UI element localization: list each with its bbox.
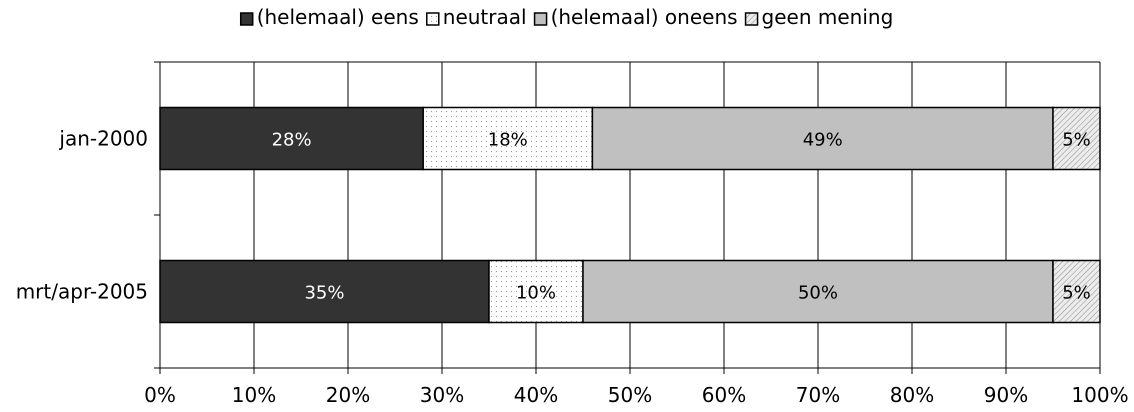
category-label: jan-2000 — [58, 127, 148, 151]
category-label: mrt/apr-2005 — [16, 280, 148, 304]
bar-segment — [591, 106, 1054, 171]
legend-label: (helemaal) oneens — [551, 5, 738, 29]
x-tick-label: 100% — [1071, 383, 1128, 407]
bar-value-label: 35% — [304, 283, 344, 304]
legend-label: (helemaal) eens — [257, 5, 419, 29]
axes: jan-2000 mrt/apr-2005 0% 10% 20% 30% 40% 50% 60%… — [16, 61, 1129, 407]
bar-segment — [159, 106, 424, 171]
bar-segment — [488, 259, 584, 324]
bar-value-label: 5% — [1062, 130, 1091, 151]
legend-swatch — [533, 12, 548, 26]
x-tick-label: 70% — [796, 383, 840, 407]
x-tick-label: 40% — [514, 383, 558, 407]
bar-segment — [1052, 259, 1101, 324]
legend-label: neutraal — [443, 5, 527, 29]
x-tick-label: 10% — [232, 383, 276, 407]
legend-swatch — [239, 12, 254, 26]
legend: (helemaal) eens neutraal (helemaal) oneens… — [239, 5, 894, 29]
legend-swatch — [426, 12, 440, 26]
x-tick-label: 0% — [144, 383, 176, 407]
bar-value-label: 50% — [798, 283, 838, 304]
bars: 28% 18% 49% 5% 35% 10% 50% 5% — [159, 106, 1101, 324]
x-tick-label: 50% — [608, 383, 652, 407]
x-tick-label: 60% — [702, 383, 746, 407]
bar-value-label: 18% — [488, 130, 528, 151]
bar-segment — [582, 259, 1054, 324]
x-tick-label: 90% — [984, 383, 1028, 407]
bar-value-label: 10% — [516, 283, 556, 304]
bar-value-label: 49% — [803, 130, 843, 151]
bar-value-label: 28% — [272, 130, 312, 151]
legend-swatch — [744, 12, 759, 26]
x-tick-label: 80% — [890, 383, 934, 407]
x-tick-label: 20% — [326, 383, 370, 407]
bar-segment — [159, 259, 490, 324]
bar-segment — [1052, 106, 1101, 171]
x-tick-label: 30% — [420, 383, 464, 407]
legend-label: geen mening — [762, 5, 894, 29]
bar-value-label: 5% — [1062, 283, 1091, 304]
